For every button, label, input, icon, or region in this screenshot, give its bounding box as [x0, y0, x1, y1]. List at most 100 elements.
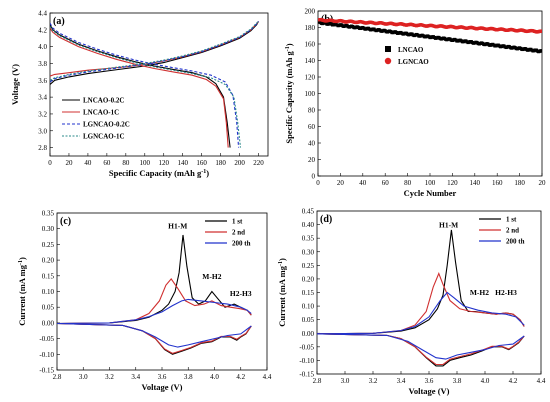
y-tick-label: 0.10 [42, 288, 55, 296]
x-tick-label: 20 [337, 179, 345, 187]
y-tick-label: 0.20 [42, 257, 55, 265]
peak-annotation: H2-H3 [495, 288, 517, 297]
legend-label: 200 th [506, 238, 525, 246]
y-tick-label: 3.6 [38, 77, 47, 85]
y-axis-label: Specific Capacity (mAh g-1) [284, 43, 294, 143]
y-tick-label: 120 [305, 74, 316, 82]
x-tick-label: 40 [84, 159, 92, 167]
panel-label: (c) [60, 216, 71, 227]
y-axis-label: Voltage (V) [10, 64, 20, 105]
x-tick-label: 3.4 [131, 373, 140, 381]
series-line-cathodic [317, 333, 525, 360]
legend-label: 1 st [506, 216, 517, 224]
legend-marker [384, 57, 392, 65]
x-tick-label: 20 [539, 179, 547, 187]
series-line-discharge [50, 22, 240, 148]
y-tick-label: 20 [308, 156, 316, 164]
y-tick-label: 0.25 [42, 241, 55, 249]
x-tick-label: 40 [359, 179, 367, 187]
x-tick-label: 3.6 [158, 373, 167, 381]
x-tick-label: 3.6 [425, 377, 434, 385]
y-tick-label: 200 [305, 8, 316, 16]
legend-label: LGNCAO-1C [83, 133, 125, 141]
x-tick-label: 0 [316, 179, 320, 187]
data-point-lncao [540, 49, 542, 53]
y-axis-label-sup: -1 [278, 261, 284, 266]
y-tick-label: 4.4 [38, 10, 47, 18]
plot-area [317, 229, 525, 367]
y-axis-label: Current (mA mg-1) [17, 257, 27, 326]
y-tick-label: 0 [312, 173, 316, 181]
series-line-cathodic [317, 333, 525, 367]
x-tick-label: 140 [470, 179, 481, 187]
x-axis-label: Voltage (V) [142, 382, 183, 392]
x-tick-label: 180 [514, 179, 525, 187]
y-tick-label: 0.10 [302, 303, 315, 311]
legend-label: 2 nd [506, 227, 519, 235]
y-tick-label: 0.00 [302, 330, 315, 338]
x-tick-label: 4.2 [236, 373, 245, 381]
x-tick-label: 220 [253, 159, 264, 167]
data-point-lgncao [540, 29, 542, 33]
x-axis-label: Specific Capacity (mAh g-1) [109, 168, 209, 178]
y-axis-label-end: ) [277, 258, 287, 261]
x-tick-label: 4.4 [263, 373, 272, 381]
series-line-anodic [57, 234, 252, 325]
panel-label: (d) [320, 214, 332, 225]
y-tick-label: 0.25 [302, 262, 315, 270]
legend-label: LNCAO [398, 46, 424, 54]
x-tick-label: 80 [122, 159, 130, 167]
x-axis-label-end: ) [206, 168, 209, 178]
y-tick-label: 0.35 [42, 210, 55, 218]
peak-annotation: H2-H3 [230, 289, 252, 298]
y-tick-label: 0.05 [302, 316, 315, 324]
x-tick-label: 2.8 [53, 373, 62, 381]
x-tick-label: 3.2 [105, 373, 114, 381]
y-tick-label: 0.05 [42, 304, 55, 312]
y-tick-label: 60 [308, 123, 316, 131]
plot-area [318, 17, 542, 54]
series-line-anodic [57, 298, 252, 325]
y-tick-label: 180 [305, 24, 316, 32]
x-tick-label: 3.0 [79, 373, 88, 381]
x-tick-label: 60 [382, 179, 390, 187]
series-line-cathodic [57, 322, 252, 348]
series-line-charge [50, 20, 259, 81]
chart-panel-2: (c) 2.8 3.0 3.2 3.4 3.6 3.8 4.0 4.2 4.4 -0.15 -0.10… [17, 210, 272, 393]
plot-area [50, 20, 259, 148]
x-tick-label: 3.8 [453, 377, 462, 385]
y-axis-label: Current (mA mg-1) [277, 258, 287, 327]
x-tick-label: 120 [447, 179, 458, 187]
y-tick-label: 100 [305, 90, 316, 98]
series-line-cathodic [57, 322, 252, 355]
x-tick-label: 3.2 [369, 377, 378, 385]
y-tick-label: 0.35 [302, 235, 315, 243]
series-line-discharge [50, 26, 242, 148]
y-tick-label: 2.8 [38, 144, 47, 152]
legend-label: LGNCAO-0.2C [83, 121, 130, 129]
x-tick-label: 160 [492, 179, 503, 187]
y-tick-label: 80 [308, 107, 316, 115]
y-tick-label: -0.10 [39, 351, 54, 359]
legend-label: 2 nd [232, 229, 245, 237]
series-line-anodic [317, 291, 525, 335]
y-axis-label-sup: -1 [18, 260, 24, 265]
x-tick-label: 60 [103, 159, 111, 167]
series-line-cathodic [317, 333, 525, 366]
y-tick-label: 3.2 [38, 110, 47, 118]
y-tick-label: 0.00 [42, 319, 55, 327]
series-line-anodic [317, 272, 525, 335]
x-tick-label: 100 [140, 159, 151, 167]
peak-annotation: M-H2 [202, 272, 221, 281]
x-tick-label: 200 [234, 159, 245, 167]
x-tick-label: 160 [196, 159, 207, 167]
x-tick-label: 0 [48, 159, 52, 167]
y-tick-label: 0.30 [42, 225, 55, 233]
y-tick-label: -0.15 [39, 367, 54, 375]
y-tick-label: 0.45 [302, 208, 315, 216]
x-tick-label: 4.4 [537, 377, 546, 385]
legend-label: 200 th [232, 240, 251, 248]
y-axis-label-end: ) [17, 257, 27, 260]
legend-label: LNCAO-1C [83, 109, 119, 117]
